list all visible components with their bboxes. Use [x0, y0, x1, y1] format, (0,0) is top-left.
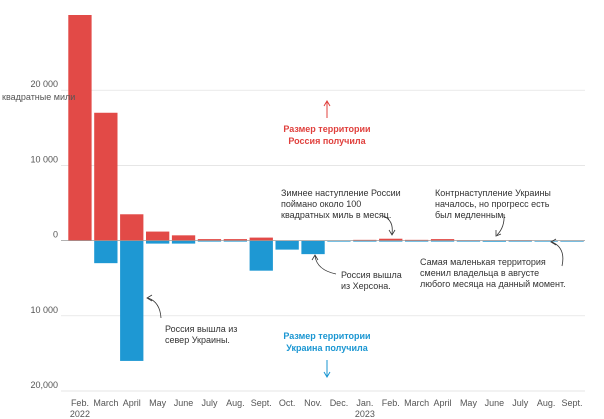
- ukraine-bar: [197, 240, 222, 242]
- ukraine-gained-line-2: Украина получила: [286, 343, 369, 353]
- russia-bar: [197, 239, 222, 241]
- ukraine-bar: [508, 240, 532, 242]
- callout-arrow-icon: [496, 213, 505, 236]
- y-tick-label: 0: [53, 230, 58, 240]
- x-tick-label: Aug.: [226, 398, 245, 408]
- ukraine-bar: [560, 240, 584, 242]
- russia-gained-annotation: Размер территории Россия получила: [283, 100, 371, 146]
- ukraine-bar: [301, 240, 325, 255]
- ukraine-gained-annotation: Размер территории Украина получила: [283, 331, 371, 378]
- counteroffensive-annotation: Контрнаступление Украины началось, но пр…: [435, 188, 551, 237]
- x-tick-label: July: [512, 398, 529, 408]
- russia-bar: [171, 235, 196, 241]
- ukraine-bar: [430, 240, 455, 242]
- x-tick-label: Dec.: [330, 398, 349, 408]
- x-tick-labels: Feb. March April May June July Aug. Sept. Oct. No…: [70, 398, 583, 419]
- y-tick-label: 20 000: [30, 79, 58, 89]
- y-tick-label: 10 000: [30, 154, 58, 164]
- smallest-annotation: Самая маленькая территория сменил владел…: [420, 238, 566, 289]
- y-tick-label: 10 000: [30, 305, 58, 315]
- russia-bar: [430, 239, 455, 241]
- x-tick-label: Sept.: [251, 398, 272, 408]
- winter-offensive-line-2: поймано около 100: [281, 199, 361, 209]
- x-tick-label: June: [174, 398, 194, 408]
- counteroffensive-line-1: Контрнаступление Украины: [435, 188, 551, 198]
- x-tick-label: May: [460, 398, 478, 408]
- year-label: 2022: [70, 409, 90, 419]
- callout-arrow-icon: [382, 215, 393, 235]
- smallest-line-1: Самая маленькая территория: [420, 257, 546, 267]
- x-tick-label: Sept.: [562, 398, 583, 408]
- russia-bar: [249, 237, 273, 241]
- ukraine-bar: [249, 240, 273, 271]
- smallest-line-3: любого месяца на данный момент.: [420, 279, 566, 289]
- ukraine-bar: [94, 240, 118, 264]
- ukraine-bar: [379, 240, 403, 242]
- x-tick-label: Aug.: [537, 398, 556, 408]
- russia-bar: [94, 112, 118, 241]
- up-arrow-head-icon: [323, 100, 331, 107]
- x-tick-label: Feb.: [382, 398, 400, 408]
- ukraine-bar: [171, 240, 196, 244]
- x-tick-label: July: [201, 398, 218, 408]
- y-tick-label: 20,000: [30, 380, 58, 390]
- ukraine-bar: [534, 240, 558, 242]
- grid-lines: [61, 89, 585, 392]
- russia-gained-line-1: Размер территории: [283, 124, 370, 134]
- ukraine-bar: [456, 240, 481, 242]
- ukraine-bar: [145, 240, 170, 244]
- down-arrow-head-icon: [323, 371, 331, 378]
- x-tick-label: April: [123, 398, 141, 408]
- ukraine-bar: [482, 240, 507, 242]
- ukraine-bar: [120, 240, 144, 361]
- russia-bar: [379, 238, 403, 241]
- kherson-line-2: из Херсона.: [341, 281, 391, 291]
- counteroffensive-line-2: началось, но прогресс есть: [435, 199, 550, 209]
- callout-arrow-icon: [147, 297, 162, 319]
- ukraine-bar: [404, 240, 429, 242]
- x-tick-label: June: [485, 398, 505, 408]
- counteroffensive-line-3: был медленным.: [435, 210, 506, 220]
- russia-gained-line-2: Россия получила: [288, 136, 366, 146]
- x-tick-label: Oct.: [279, 398, 296, 408]
- x-tick-label: Jan.: [356, 398, 373, 408]
- callout-arrow-icon: [551, 241, 564, 267]
- winter-offensive-line-3: квадратных миль в месяц.: [281, 210, 391, 220]
- x-tick-label: May: [149, 398, 167, 408]
- kherson-line-1: Россия вышла: [341, 270, 402, 280]
- ukraine-gained-line-1: Размер территории: [283, 331, 370, 341]
- ukraine-bar: [223, 240, 248, 242]
- smallest-line-2: сменил владельца в августе: [420, 268, 539, 278]
- x-tick-label: March: [93, 398, 118, 408]
- y-tick-labels: 20 000 10 000 0 10 000 20,000: [30, 79, 58, 390]
- winter-offensive-line-1: Зимнее наступление России: [281, 188, 401, 198]
- winter-offensive-annotation: Зимнее наступление России поймано около …: [281, 188, 401, 236]
- x-tick-label: Nov.: [304, 398, 322, 408]
- ukraine-bar: [275, 240, 299, 250]
- kherson-annotation: Россия вышла из Херсона.: [311, 254, 402, 291]
- ukraine-bar: [353, 240, 377, 242]
- north-line-2: север Украины.: [165, 335, 230, 345]
- russia-bar: [68, 15, 92, 241]
- russia-bar: [120, 214, 144, 241]
- north-annotation: Россия вышла из север Украины.: [146, 294, 237, 345]
- callout-arrow-icon: [314, 255, 337, 275]
- russia-bar: [223, 239, 248, 241]
- year-label: 2023: [355, 409, 375, 419]
- russia-bar: [145, 231, 170, 241]
- north-line-1: Россия вышла из: [165, 324, 237, 334]
- y-axis-label: квадратные мили: [2, 92, 75, 102]
- ukraine-bar: [327, 240, 351, 242]
- x-tick-label: April: [434, 398, 452, 408]
- x-tick-label: March: [404, 398, 429, 408]
- x-tick-label: Feb.: [71, 398, 89, 408]
